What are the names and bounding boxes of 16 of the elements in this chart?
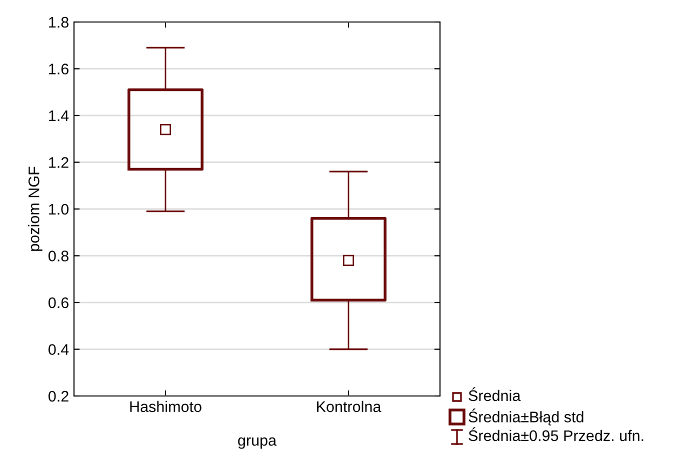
y-tick-label: 1.6 (49, 64, 68, 74)
y-tick-label: 0.8 (48, 250, 68, 262)
x-tick-label: Kontrolna (317, 400, 382, 412)
y-tick-label: 1.0 (49, 204, 69, 215)
y-tick-label: 0.2 (48, 390, 68, 402)
y-tick-label: 0.6 (48, 297, 68, 308)
y-tick-label: 0.4 (48, 344, 69, 355)
y-axis-title: poziom NGF (28, 166, 42, 251)
text: Średnia±0.95 Przedz. ufn. (468, 427, 644, 442)
text: Średnia±Błąd std (468, 408, 584, 426)
y-tick-label: 1.8 (49, 16, 68, 28)
y-tick-label: 1.2 (49, 157, 68, 168)
text: Średnia (468, 387, 521, 402)
y-tick-label: 1.4 (49, 110, 69, 122)
x-axis-title: grupa (238, 437, 277, 449)
x-tick-label: Hashimoto (130, 400, 202, 412)
